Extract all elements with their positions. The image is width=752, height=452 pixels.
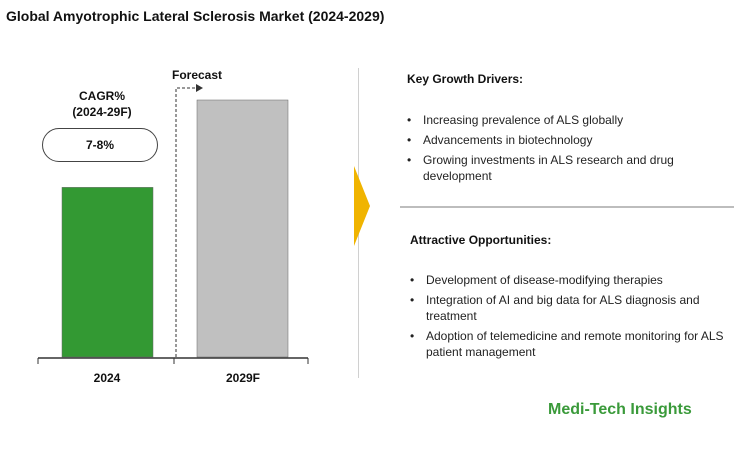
- section-divider-horizontal: [400, 206, 734, 208]
- key-growth-drivers-list: Increasing prevalence of ALS globally Ad…: [407, 112, 737, 188]
- arrow-right-icon: [354, 166, 370, 246]
- list-item: Growing investments in ALS research and …: [407, 152, 737, 184]
- x-tick-label-2029f: 2029F: [225, 371, 261, 385]
- list-item: Increasing prevalence of ALS globally: [407, 112, 737, 128]
- forecast-bracket: [175, 87, 196, 357]
- cagr-label-line1: CAGR%: [78, 89, 125, 103]
- cagr-label: CAGR% (2024-29F): [52, 88, 152, 120]
- forecast-arrowhead: [196, 84, 203, 92]
- cagr-value-pill: 7-8%: [42, 128, 158, 162]
- forecast-label: Forecast: [172, 68, 223, 82]
- brand-logo-text: Medi-Tech Insights: [548, 401, 692, 418]
- bar-2029f: [196, 99, 289, 358]
- x-tick-label-2024: 2024: [93, 371, 121, 385]
- attractive-opportunities-list: Development of disease-modifying therapi…: [410, 272, 735, 364]
- attractive-opportunities-heading: Attractive Opportunities:: [410, 233, 552, 247]
- cagr-label-line2: (2024-29F): [72, 105, 132, 119]
- cagr-value: 7-8%: [85, 138, 114, 152]
- list-item: Integration of AI and big data for ALS d…: [410, 292, 735, 324]
- list-item: Advancements in biotechnology: [407, 132, 737, 148]
- list-item: Development of disease-modifying therapi…: [410, 272, 735, 288]
- list-item: Adoption of telemedicine and remote moni…: [410, 328, 735, 360]
- key-growth-drivers-heading: Key Growth Drivers:: [407, 72, 524, 86]
- bar-2024: [61, 187, 154, 358]
- page-title: Global Amyotrophic Lateral Sclerosis Mar…: [6, 8, 385, 24]
